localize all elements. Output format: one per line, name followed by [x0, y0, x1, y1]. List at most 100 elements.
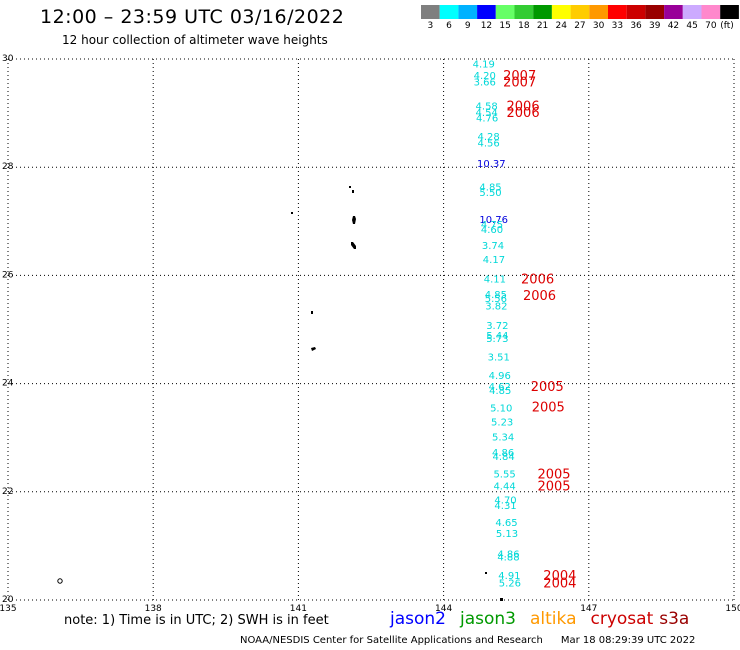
grid-lines: [7, 58, 735, 601]
year-label: 2004: [543, 577, 576, 592]
swh-point-label: 5.10: [490, 403, 512, 414]
island: [349, 186, 351, 188]
swh-point-label: 10.76: [479, 215, 508, 226]
swh-point-label: 5.56: [485, 294, 507, 305]
y-tick-label: 30: [2, 54, 14, 64]
swh-point-label: 5.34: [492, 433, 514, 444]
axis-tick-labels: 135 138 141 144 147 150 20 22 24 26 28 30: [0, 54, 740, 614]
color-scale-label: 21: [536, 21, 549, 31]
color-scale-swatch: [533, 5, 552, 19]
year-label: 2007: [503, 76, 536, 91]
swh-point-label: 5.73: [486, 334, 508, 345]
mission-cryosat: cryosat: [590, 609, 654, 629]
year-label: 2005: [537, 479, 570, 494]
color-scale-label: 42: [667, 21, 680, 31]
swh-point-label: 4.31: [494, 501, 516, 512]
islands: [57, 186, 503, 601]
x-tick-label: 141: [290, 604, 307, 614]
island: [311, 311, 313, 314]
color-scale-swatch: [514, 5, 534, 19]
color-scale-swatch: [664, 5, 683, 19]
color-scale-label: 12: [480, 21, 493, 31]
year-label: 2005: [531, 380, 564, 395]
swh-point-label: 5.23: [491, 417, 513, 428]
color-scale-swatch: [608, 5, 627, 19]
swh-point-label: 4.44: [493, 481, 515, 492]
swh-point-label: 5.44: [486, 331, 508, 342]
color-scale-label: 6: [446, 21, 452, 31]
year-label: 2004: [543, 569, 576, 584]
y-tick-label: 22: [2, 487, 13, 497]
color-scale-label: 39: [649, 21, 661, 31]
year-label: 2005: [532, 400, 565, 415]
footnote: note: 1) Time is in UTC; 2) SWH is in fe…: [64, 613, 329, 628]
color-scale-label: 15: [499, 21, 511, 31]
color-scale-swatch: [701, 5, 721, 19]
footer-source: NOAA/NESDIS Center for Satellite Applica…: [240, 635, 543, 646]
swh-point-label: 4.88: [497, 553, 519, 564]
swh-point-label: 3.51: [488, 353, 510, 364]
color-scale-swatch: [458, 5, 478, 19]
x-tick-label: 135: [0, 604, 17, 614]
swh-point-label: 4.96: [489, 371, 511, 382]
year-label: 2006: [507, 106, 540, 121]
swh-point-label: 4.85: [485, 290, 507, 301]
swh-point-label: 3.66: [474, 78, 496, 89]
color-scale-swatch: [495, 5, 515, 19]
swh-point-label: 4.17: [483, 255, 505, 266]
swh-point-label: 4.62: [489, 382, 511, 393]
island: [291, 212, 293, 214]
swh-point-label: 4.56: [477, 138, 499, 149]
footer: NOAA/NESDIS Center for Satellite Applica…: [240, 635, 695, 646]
x-tick-label: 147: [580, 604, 597, 614]
chart-subtitle: 12 hour collection of altimeter wave hei…: [62, 33, 328, 47]
swh-point-label: 4.86: [492, 448, 514, 459]
swh-point-label: 4.85: [479, 183, 501, 194]
y-tick-label: 28: [2, 162, 14, 172]
y-tick-label: 20: [2, 595, 14, 605]
island: [352, 216, 356, 224]
swh-point-label: 4.19: [473, 59, 495, 70]
swh-point-label: 4.84: [492, 452, 514, 463]
chart-title: 12:00 – 23:59 UTC 03/16/2022: [40, 6, 345, 28]
year-label: 2006: [507, 100, 540, 115]
color-scale-labels: (ft) 3 6 9 12 15 18 21 24 27 30 33 36 39 42 45 70: [421, 21, 740, 35]
swh-point-label: 3.74: [482, 241, 504, 252]
swh-point-label: 4.54: [476, 108, 498, 119]
swh-point-label: 4.65: [495, 518, 517, 529]
swh-point-label: 4.11: [484, 275, 506, 286]
mission-legend: jason2 jason3 altika cryosat s3a: [390, 609, 703, 629]
x-tick-label: 150: [725, 604, 740, 614]
swh-point-label: 4.91: [498, 571, 520, 582]
swh-point-label: 5.13: [496, 529, 518, 540]
color-scale-bar: [421, 5, 739, 19]
color-scale-label: 24: [555, 21, 567, 31]
color-scale-swatch: [645, 5, 665, 19]
swh-point-label: 4.58: [476, 102, 498, 113]
mission-jason2: jason2: [390, 609, 446, 629]
island: [352, 190, 354, 193]
color-scale-swatch: [477, 5, 496, 19]
footer-timestamp: Mar 18 08:29:39 UTC 2022: [560, 635, 696, 646]
year-label: 2007: [503, 69, 536, 84]
swh-point-label: 4.85: [489, 386, 511, 397]
island: [311, 347, 316, 351]
swh-point-label: 10.37: [477, 159, 506, 170]
color-scale-swatch: [589, 5, 608, 19]
swh-labels: 4.194.203.66 4.584.544.76 4.284.56 10.37 4.8…: [473, 59, 521, 589]
color-scale-swatch: [551, 5, 571, 19]
color-scale-swatch: [626, 5, 646, 19]
color-scale-label: 3: [427, 21, 434, 31]
color-scale-unit: (ft): [720, 21, 734, 31]
color-scale-swatch: [720, 5, 739, 19]
color-scale-swatch: [682, 5, 702, 19]
color-scale-swatch: [421, 5, 440, 19]
mission-s3a: s3a: [659, 609, 690, 629]
y-tick-label: 26: [2, 270, 14, 280]
year-label: 2005: [537, 467, 570, 482]
color-scale-label: 9: [464, 21, 471, 31]
island: [500, 598, 503, 601]
color-scale-label: 27: [574, 21, 586, 31]
color-scale-swatch: [570, 5, 590, 19]
